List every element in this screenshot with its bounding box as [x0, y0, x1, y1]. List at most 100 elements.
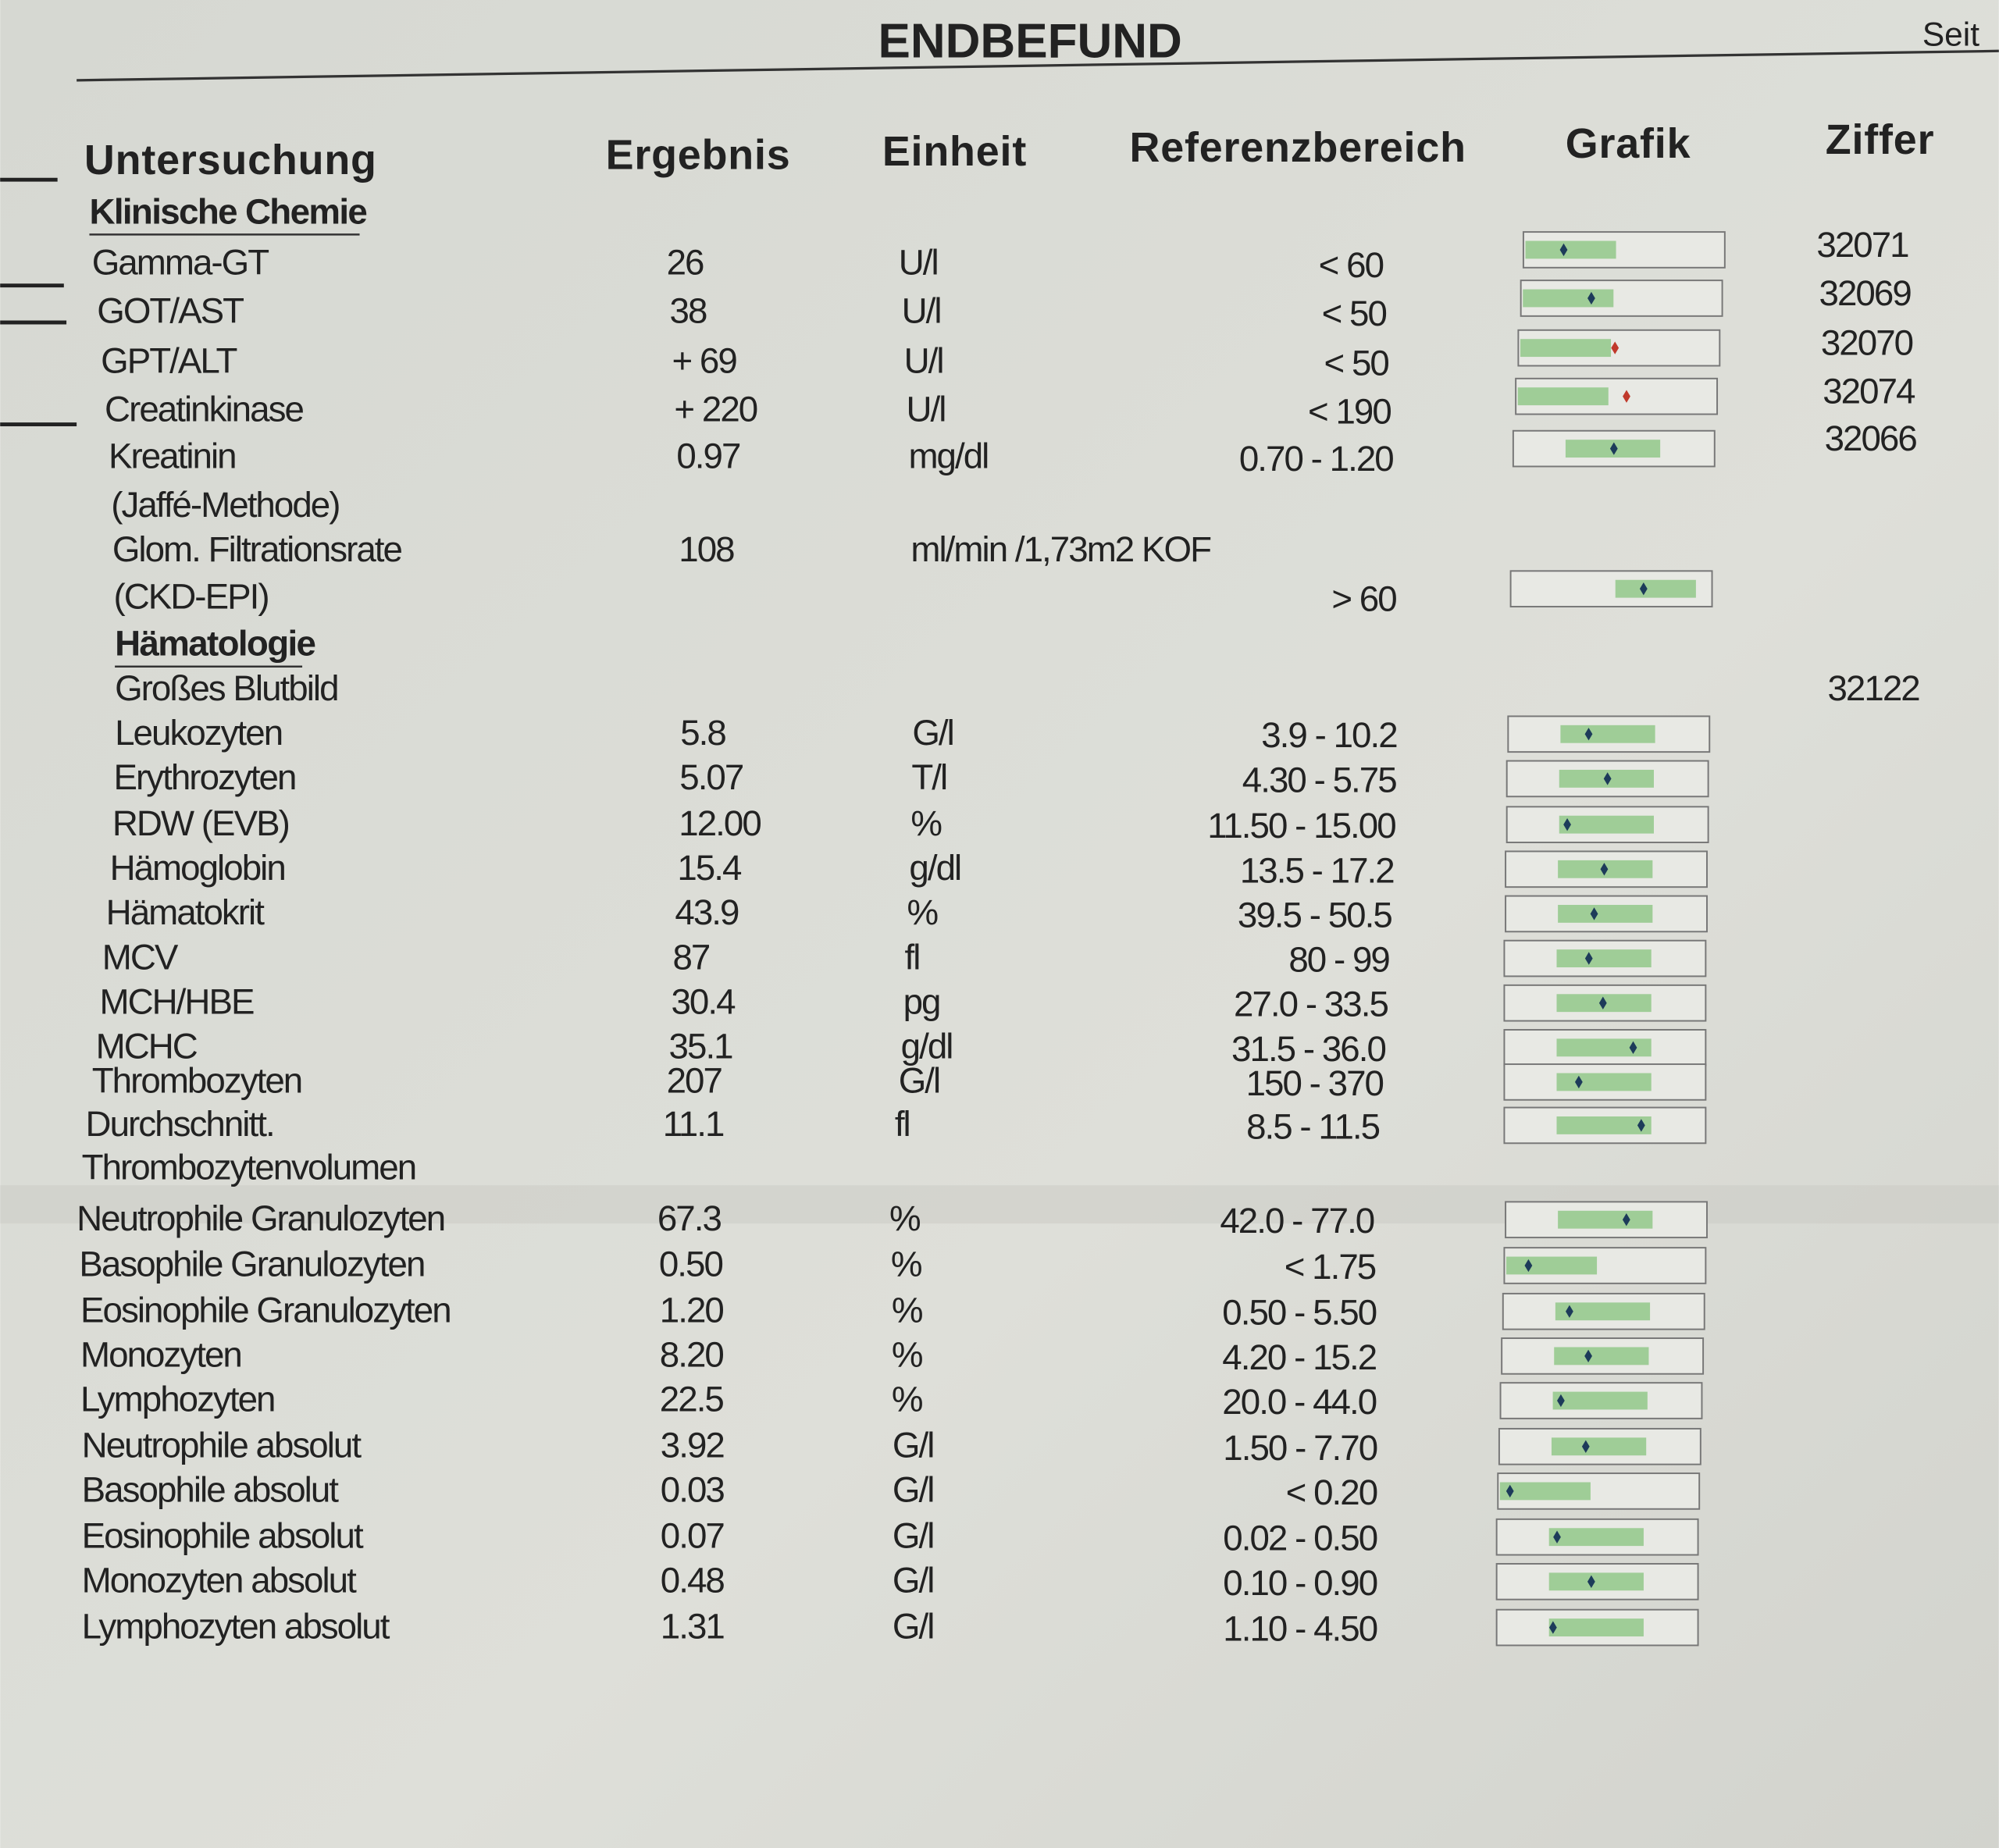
billing-code: 32069 [1819, 273, 1912, 313]
reference-range: < 60 [1319, 245, 1384, 285]
reference-range: < 50 [1324, 344, 1389, 383]
result: 108 [679, 529, 734, 569]
unit: G/l [893, 1561, 934, 1601]
billing-code: 32122 [1827, 668, 1919, 708]
graphic-marker [1611, 341, 1620, 354]
test-name: Leukozyten [115, 713, 282, 753]
graphic-marker [1559, 243, 1568, 257]
page-label: Seit [1922, 16, 1979, 53]
reference-range: 80 - 99 [1288, 940, 1389, 980]
reference-range: 4.20 - 15.2 [1222, 1337, 1376, 1377]
billing-code: 32074 [1823, 371, 1915, 411]
unit: G/l [893, 1426, 934, 1465]
graphic-marker [1590, 907, 1598, 920]
unit: % [907, 892, 937, 932]
graphic-normal-band [1558, 1210, 1653, 1229]
graphic-normal-band [1520, 339, 1612, 358]
reference-range: 13.5 - 17.2 [1240, 850, 1394, 890]
unit: G/l [899, 1061, 940, 1101]
reference-range: 42.0 - 77.0 [1220, 1201, 1374, 1241]
test-name: Neutrophile Granulozyten [77, 1198, 444, 1238]
column-header: Ergebnis [606, 132, 791, 179]
unit: U/l [899, 243, 938, 283]
graphic-frame [1503, 1029, 1707, 1066]
unit: % [892, 1380, 922, 1419]
graphic-marker [1584, 1349, 1592, 1363]
result: 0.48 [661, 1561, 725, 1601]
unit: G/l [893, 1515, 934, 1555]
test-name: Monozyten absolut [82, 1561, 357, 1601]
graphic-frame [1520, 280, 1723, 317]
graphic-normal-band [1556, 1116, 1652, 1134]
unit: G/l [893, 1606, 934, 1646]
result: 30.4 [671, 981, 736, 1021]
report-title: ENDBEFUND [878, 15, 1182, 69]
graphic-marker [1609, 442, 1618, 455]
test-name: Lymphozyten absolut [82, 1606, 390, 1646]
unit: pg [903, 981, 940, 1021]
graphic-normal-band [1560, 725, 1655, 743]
unit: % [892, 1290, 922, 1330]
test-name: Hämatokrit [106, 892, 265, 932]
unit: U/l [907, 389, 946, 429]
result: 0.03 [661, 1470, 725, 1510]
reference-range: 1.50 - 7.70 [1223, 1428, 1377, 1468]
result: 67.3 [657, 1198, 722, 1238]
unit: % [891, 1244, 921, 1284]
section-title: Klinische Chemie [89, 191, 366, 231]
result: 38 [670, 291, 707, 331]
unit: g/dl [901, 1027, 953, 1066]
unit: U/l [904, 340, 943, 380]
test-name: (CKD-EPI) [113, 576, 268, 616]
graphic-marker [1584, 728, 1593, 741]
result: 3.92 [661, 1426, 725, 1465]
graphic-normal-band [1548, 1572, 1644, 1591]
test-name: Eosinophile Granulozyten [80, 1290, 451, 1330]
result: 5.07 [679, 757, 743, 797]
reference-range: 150 - 370 [1246, 1063, 1384, 1103]
billing-code: 32066 [1825, 418, 1917, 458]
reference-range: > 60 [1331, 579, 1396, 619]
test-name: GPT/ALT [101, 340, 237, 380]
graphic-marker [1603, 772, 1612, 785]
test-name: RDW (EVB) [112, 803, 289, 843]
reference-range: < 190 [1308, 392, 1391, 432]
result: 0.97 [676, 436, 740, 476]
column-header: Einheit [882, 128, 1027, 175]
header-rule [77, 49, 1999, 82]
graphic-normal-band [1556, 949, 1652, 968]
result: 207 [667, 1061, 722, 1101]
test-name: Durchschnitt. [86, 1104, 274, 1144]
unit: ml/min /1,73m2 KOF [910, 529, 1211, 569]
result: 15.4 [677, 848, 742, 888]
graphic-frame [1505, 806, 1709, 844]
result: 0.50 [659, 1244, 723, 1284]
graphic-normal-band [1558, 905, 1653, 923]
unit: % [892, 1335, 922, 1375]
graphic-marker [1557, 1394, 1565, 1408]
graphic-normal-band [1556, 1073, 1652, 1091]
test-name: Gamma-GT [92, 243, 269, 283]
test-name: Creatinkinase [105, 389, 303, 429]
unit: g/dl [909, 848, 960, 888]
graphic-marker [1566, 1305, 1573, 1318]
column-header: Untersuchung [84, 137, 377, 183]
reference-range: 0.50 - 5.50 [1222, 1293, 1376, 1333]
graphic-normal-band [1555, 1302, 1651, 1321]
graphic-normal-band [1523, 289, 1614, 308]
test-name: Hämoglobin [110, 848, 285, 888]
reference-range: 27.0 - 33.5 [1234, 985, 1388, 1024]
result: 1.20 [660, 1290, 724, 1330]
graphic-marker [1587, 291, 1595, 305]
result: 1.31 [661, 1606, 725, 1646]
result: + 69 [672, 340, 736, 380]
column-header: Grafik [1566, 120, 1691, 167]
result: 11.1 [663, 1104, 724, 1144]
graphic-normal-band [1554, 1347, 1649, 1366]
reference-range: 0.10 - 0.90 [1223, 1563, 1377, 1603]
reference-range: 0.02 - 0.50 [1223, 1519, 1377, 1558]
test-name: Thrombozytenvolumen [82, 1148, 416, 1187]
column-header: Referenzbereich [1130, 124, 1466, 171]
graphic-normal-band [1552, 1391, 1648, 1410]
